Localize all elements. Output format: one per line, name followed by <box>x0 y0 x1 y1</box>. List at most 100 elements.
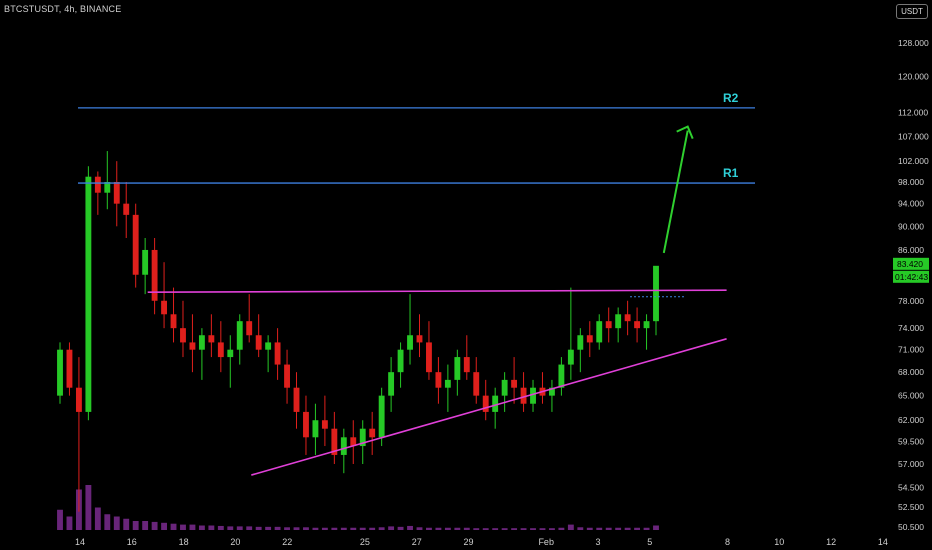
candle-body <box>350 437 357 447</box>
volume-bar <box>549 528 555 530</box>
x-tick-label: 8 <box>725 537 730 547</box>
volume-bar <box>198 525 205 530</box>
candle-body <box>255 335 262 350</box>
volume-bar <box>236 526 243 530</box>
x-tick-label: 20 <box>230 537 240 547</box>
candle-body <box>482 395 489 412</box>
candle-body <box>558 364 565 388</box>
x-tick-label: 10 <box>774 537 784 547</box>
arrow-head <box>676 125 694 140</box>
volume-bar <box>577 527 584 530</box>
volume-bar <box>66 516 73 530</box>
volume-bar <box>284 527 290 530</box>
volume-bar <box>57 509 63 530</box>
volume-bar <box>435 527 442 530</box>
volume-bar <box>530 528 536 530</box>
volume-bar <box>511 528 518 530</box>
volume-bar <box>246 526 253 530</box>
candle-body <box>274 342 281 365</box>
candle-body <box>520 387 527 404</box>
candle-body <box>293 387 300 412</box>
x-tick-label: 22 <box>282 537 292 547</box>
candle-body <box>426 342 432 373</box>
candle-body <box>643 321 650 329</box>
volume-bar <box>643 527 650 530</box>
volume-bar <box>520 528 527 530</box>
candle-body <box>151 249 158 301</box>
volume-bar <box>615 527 622 530</box>
chart-header: BTCSTUSDT, 4h, BINANCE <box>4 4 122 14</box>
y-tick-label: 78.000 <box>898 296 924 306</box>
candle-body <box>142 249 149 275</box>
volume-bar <box>180 524 186 530</box>
volume-bar <box>274 526 281 530</box>
volume-bar <box>416 527 423 530</box>
volume-bar <box>170 523 177 530</box>
volume-bar <box>426 527 432 530</box>
candle-body <box>454 357 461 380</box>
candle-body <box>586 335 593 343</box>
volume-bar <box>539 528 546 530</box>
volume-bar <box>567 524 574 530</box>
candle-body <box>265 342 272 350</box>
volume-bar <box>492 528 499 530</box>
y-tick-label: 54.500 <box>898 482 924 492</box>
volume-bar <box>350 527 357 530</box>
candle-body <box>161 300 167 315</box>
candle-body <box>530 387 536 404</box>
candle-body <box>57 349 63 396</box>
volume-bar <box>378 527 385 530</box>
candle-body <box>94 176 101 193</box>
volume-bar <box>321 527 328 530</box>
candle-body <box>444 379 451 388</box>
y-tick-label: 120.000 <box>898 72 929 82</box>
y-tick-label: 59.500 <box>898 437 924 447</box>
volume-bar <box>255 526 262 530</box>
volume-bar <box>444 527 451 530</box>
currency-badge[interactable]: USDT <box>896 4 928 19</box>
candle-body <box>321 420 328 429</box>
candle-body <box>236 321 243 350</box>
volume-bar <box>123 518 130 530</box>
candle-body <box>359 428 366 447</box>
last-price-badge <box>893 257 929 270</box>
candle-body <box>501 379 508 396</box>
volume-bar <box>653 525 659 530</box>
candle-body <box>416 335 423 343</box>
candle-body <box>284 364 290 388</box>
y-tick-label: 71.000 <box>898 345 924 355</box>
candle-body <box>189 342 196 350</box>
x-tick-label: 14 <box>878 537 888 547</box>
volume-bar <box>303 527 309 530</box>
candle-body <box>634 321 641 329</box>
volume-bar <box>94 507 101 530</box>
y-tick-label: 94.000 <box>898 199 924 209</box>
y-tick-label: 128.000 <box>898 38 929 48</box>
candle-body <box>624 314 631 322</box>
candle-body <box>104 181 111 193</box>
resistance-label-r1: R1 <box>723 166 739 180</box>
candle-body <box>369 428 376 438</box>
breakout-arrow <box>662 130 689 254</box>
volume-bar <box>407 525 413 530</box>
price-axis: 128.000 120.000 112.000 107.000 102.000 98.00… <box>898 38 929 532</box>
resistance-label-r2: R2 <box>723 91 739 105</box>
candle-body <box>198 335 205 350</box>
candle-body <box>407 335 413 350</box>
time-axis: 14 16 18 20 22 25 27 29 Feb 3 5 8 10 12 14 <box>75 537 888 547</box>
x-tick-label: 25 <box>360 537 370 547</box>
candle-body <box>615 314 622 329</box>
y-tick-label: 90.000 <box>898 221 924 231</box>
x-tick-label: 16 <box>127 537 137 547</box>
candle-body <box>567 349 574 365</box>
y-tick-label: 86.000 <box>898 245 924 255</box>
x-tick-label: 12 <box>826 537 836 547</box>
candle-body <box>549 387 555 396</box>
volume-bar <box>189 524 196 530</box>
x-tick-label: 18 <box>179 537 189 547</box>
volume-bar <box>217 525 224 530</box>
volume-bar <box>331 527 338 530</box>
candle-body <box>303 411 309 438</box>
volume-bar <box>624 527 631 530</box>
